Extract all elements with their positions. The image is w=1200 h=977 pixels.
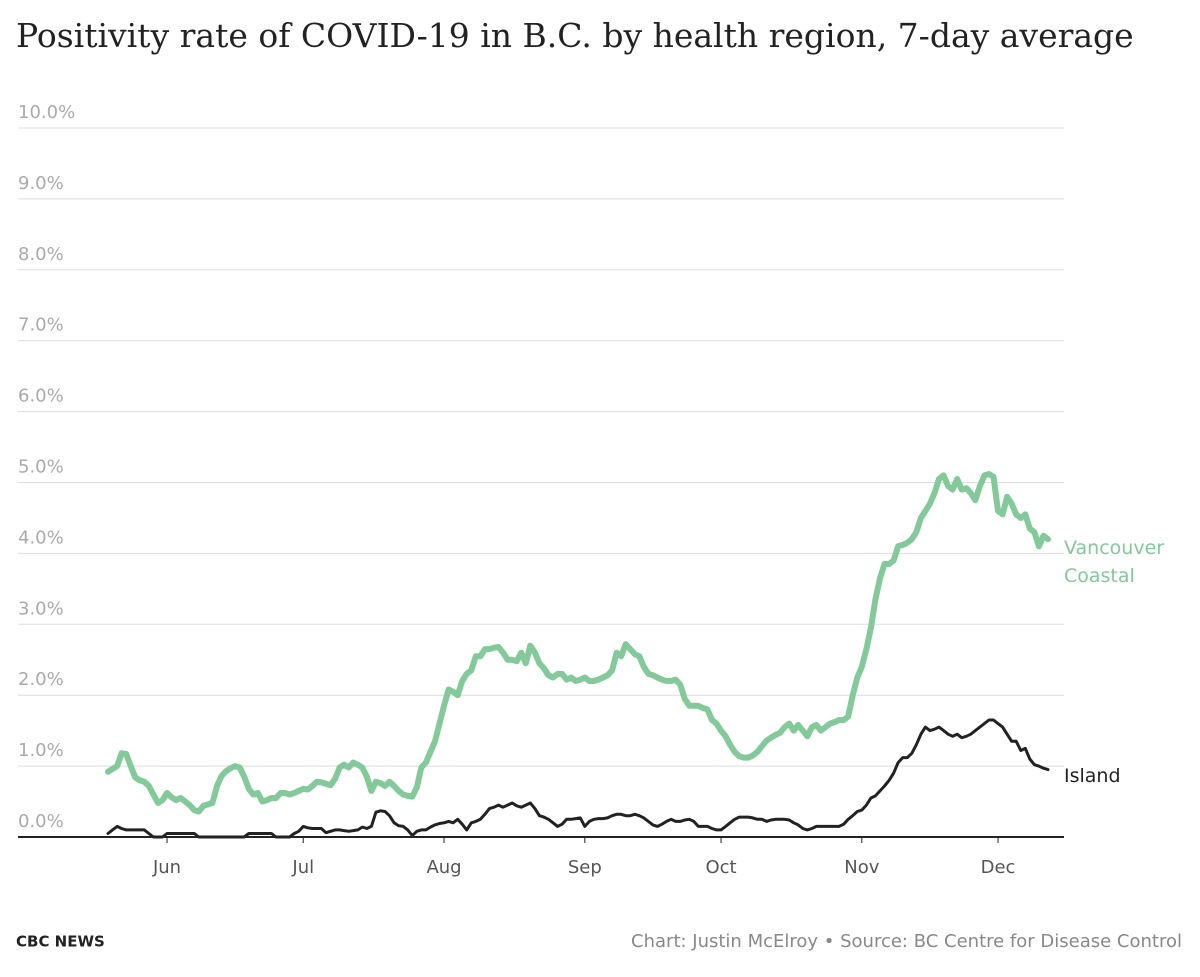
series-line	[105, 471, 1051, 815]
y-tick-label: 9.0%	[18, 173, 64, 194]
y-tick-label: 6.0%	[18, 386, 64, 407]
series-line	[106, 718, 1050, 839]
x-tick-label: Jul	[291, 857, 314, 878]
source: Chart: Justin McElroy • Source: BC Centr…	[631, 931, 1182, 952]
y-tick-label: 2.0%	[18, 669, 64, 690]
series-label: Vancouver Coastal	[1064, 537, 1165, 587]
y-tick-label: 10.0%	[18, 102, 75, 123]
brand: CBC NEWS	[16, 933, 105, 951]
x-tick-label: Dec	[981, 857, 1016, 878]
y-tick-label: 3.0%	[18, 598, 64, 619]
y-tick-label: 7.0%	[18, 315, 64, 336]
y-tick-label: 4.0%	[18, 527, 64, 548]
chart-title: Positivity rate of COVID-19 in B.C. by h…	[16, 16, 1134, 55]
y-tick-label: 1.0%	[18, 740, 64, 761]
x-tick-label: Jun	[152, 857, 181, 878]
x-tick-label: Sep	[568, 857, 602, 878]
series-label: Island	[1064, 765, 1121, 787]
x-tick-label: Oct	[705, 857, 736, 878]
y-tick-label: 0.0%	[18, 811, 64, 832]
x-tick-label: Nov	[844, 857, 879, 878]
y-tick-label: 8.0%	[18, 244, 64, 265]
x-tick-label: Aug	[426, 857, 461, 878]
y-tick-label: 5.0%	[18, 457, 64, 478]
